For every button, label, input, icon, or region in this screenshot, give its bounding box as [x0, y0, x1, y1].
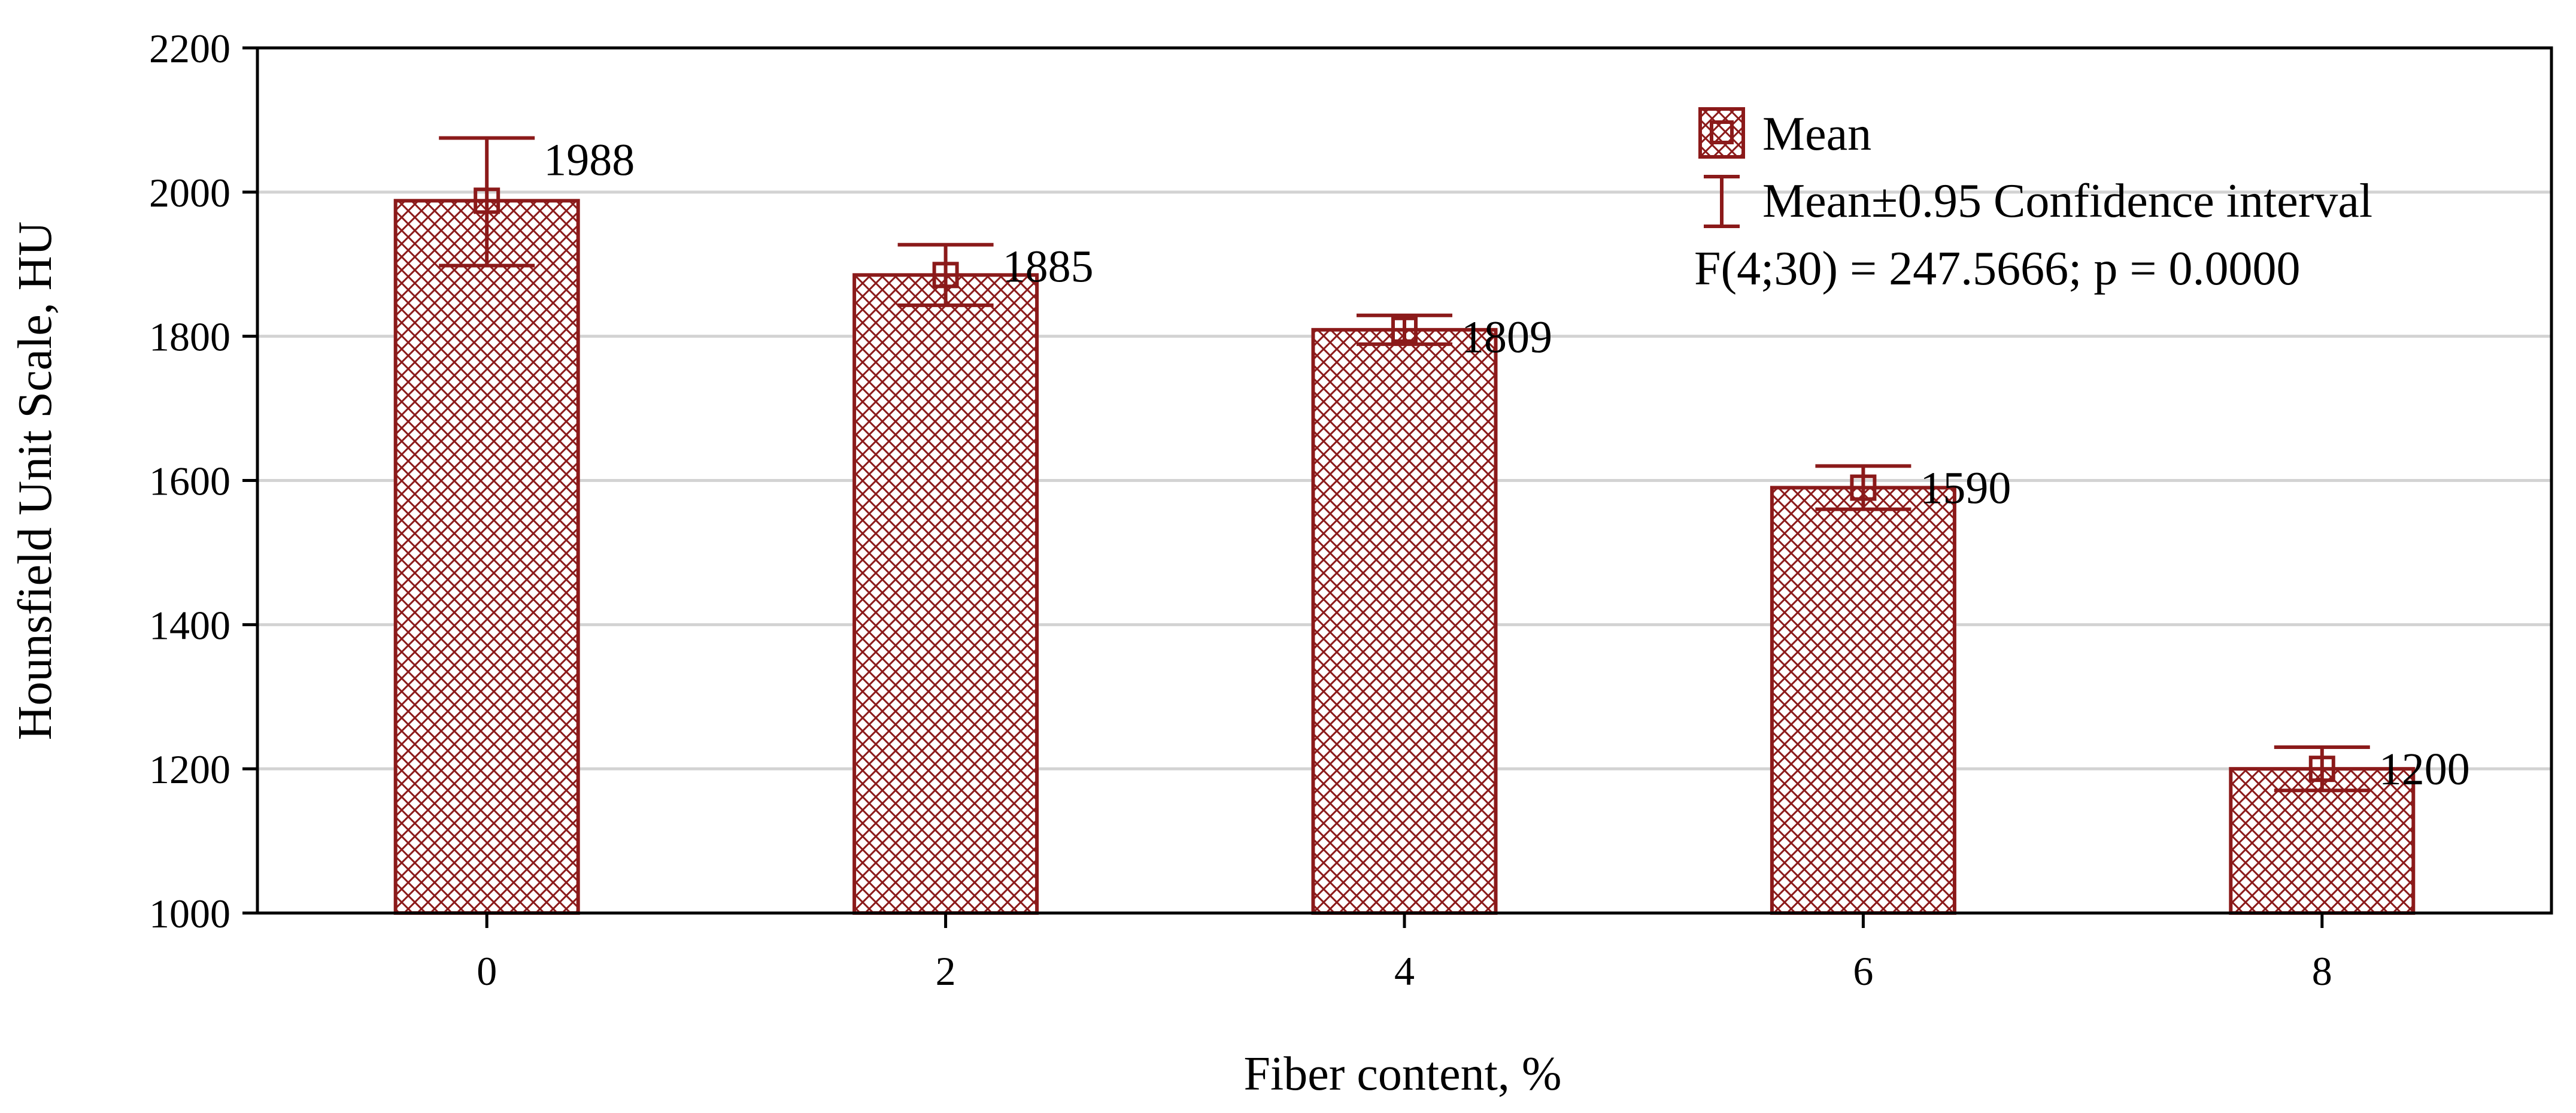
legend-mean-swatch: [1698, 107, 1745, 159]
bar: [1311, 327, 1498, 915]
y-tick-label: 2200: [149, 26, 230, 71]
mean-marker: [2308, 756, 2335, 783]
data-label: 1809: [1461, 313, 1552, 363]
y-axis: 1000 1200 1400 1600 1800 2000 2200: [149, 26, 257, 936]
error-bars: [439, 136, 2370, 793]
data-label: 1988: [544, 135, 635, 186]
y-tick-label: 1400: [149, 602, 230, 648]
x-tick-label: 2: [936, 948, 956, 994]
x-tick-label: 0: [477, 948, 497, 994]
y-tick-label: 2000: [149, 170, 230, 216]
x-tick-label: 4: [1394, 948, 1415, 994]
legend: Mean Mean±0.95 Confidence interval F(4;3…: [1694, 107, 2372, 295]
bar: [2229, 767, 2416, 915]
legend-stat-text: F(4;30) = 247.5666; p = 0.0000: [1694, 242, 2300, 295]
data-labels: 1988 1885 1809 1590 1200: [544, 135, 2470, 795]
legend-ci-label: Mean±0.95 Confidence interval: [1762, 175, 2372, 228]
legend-mean-label: Mean: [1762, 108, 1871, 160]
mean-marker: [1850, 474, 1877, 501]
bar: [1770, 486, 1956, 915]
mean-marker: [1391, 316, 1418, 343]
data-label: 1885: [1003, 242, 1094, 292]
x-tick-label: 8: [2312, 948, 2332, 994]
x-axis: 0 2 4 6 8: [477, 913, 2332, 994]
data-label: 1590: [1920, 463, 2011, 513]
y-axis-title: Hounsfield Unit Scale, HU: [9, 222, 62, 741]
y-tick-label: 1800: [149, 314, 230, 360]
y-tick-label: 1000: [149, 891, 230, 936]
legend-mean-marker-icon: [1710, 120, 1734, 144]
bar: [393, 199, 580, 915]
bars: [393, 199, 2416, 915]
mean-marker: [932, 262, 959, 289]
mean-marker: [474, 187, 500, 214]
y-tick-label: 1600: [149, 459, 230, 504]
x-axis-title: Fiber content, %: [1244, 1048, 1562, 1100]
x-tick-label: 6: [1853, 948, 1873, 994]
y-tick-label: 1200: [149, 747, 230, 792]
data-label: 1200: [2379, 744, 2470, 794]
bar: [852, 273, 1039, 915]
